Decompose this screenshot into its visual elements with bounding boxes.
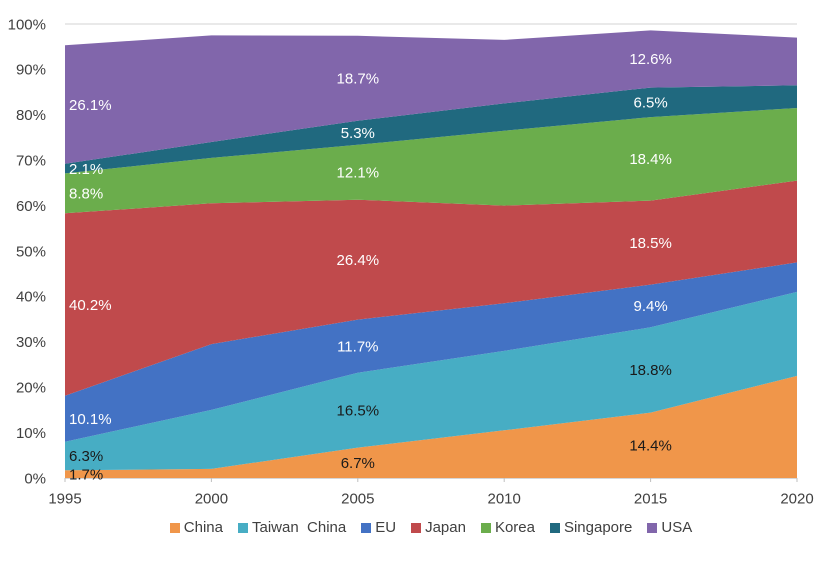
legend-label: EU: [375, 519, 397, 536]
legend-item-japan: Japan: [411, 519, 466, 537]
legend-swatch-icon: [549, 523, 560, 533]
y-axis-tick-label: 90%: [16, 62, 46, 79]
y-axis-tick-label: 30%: [16, 334, 46, 351]
legend-label: Korea: [494, 519, 535, 536]
area-taiwan-china: [65, 291, 797, 471]
value-label-singapore-2015: 6.5%: [633, 95, 667, 112]
value-label-korea-2005: 12.1%: [337, 164, 380, 181]
legend-swatch-icon: [411, 523, 422, 533]
legend-label: Singapore: [563, 519, 633, 536]
legend: China Taiwan China EU Japan Korea Singapore US…: [65, 517, 797, 539]
legend-item-korea: Korea: [480, 519, 535, 537]
y-axis-tick-label: 20%: [16, 379, 46, 396]
y-axis-tick-label: 80%: [16, 107, 46, 124]
value-label-taiwan-china-1995: 6.3%: [69, 448, 103, 465]
x-axis-tick-label: 2020: [780, 490, 813, 507]
legend-label: Taiwan China: [252, 519, 347, 536]
value-label-china-2005: 6.7%: [341, 455, 375, 472]
value-label-korea-2015: 18.4%: [629, 151, 672, 168]
value-label-usa-2005: 18.7%: [337, 71, 380, 88]
value-label-korea-1995: 8.8%: [69, 186, 103, 203]
value-label-japan-2015: 18.5%: [629, 235, 672, 252]
x-axis-tick-label: 1995: [48, 490, 81, 507]
value-label-usa-1995: 26.1%: [69, 97, 112, 114]
y-axis-tick-label: 70%: [16, 152, 46, 169]
area-china: [65, 375, 797, 478]
legend-item-taiwan-china: Taiwan China: [238, 519, 346, 537]
legend-item-eu: EU: [361, 519, 396, 537]
value-label-china-1995: 1.7%: [69, 466, 103, 483]
legend-swatch-icon: [238, 523, 248, 533]
value-label-usa-2015: 12.6%: [629, 51, 672, 68]
x-axis-tick-label: 2000: [195, 490, 228, 507]
x-axis-tick-label: 2010: [488, 490, 521, 507]
value-label-taiwan-china-2015: 18.8%: [629, 362, 672, 379]
y-axis-tick-label: 0%: [24, 470, 46, 487]
x-axis-tick-label: 2015: [634, 490, 667, 507]
legend-label: USA: [661, 519, 693, 536]
legend-label: Japan: [425, 519, 466, 536]
value-label-singapore-1995: 2.1%: [69, 161, 103, 178]
y-axis-tick-label: 50%: [16, 243, 46, 260]
legend-item-china: China: [169, 519, 223, 537]
legend-item-usa: USA: [647, 519, 692, 537]
value-label-eu-2015: 9.4%: [633, 298, 667, 315]
value-label-japan-1995: 40.2%: [69, 297, 112, 314]
area-japan: [65, 180, 797, 396]
x-axis-tick-label: 2005: [341, 490, 374, 507]
value-label-china-2015: 14.4%: [629, 438, 672, 455]
legend-swatch-icon: [361, 523, 372, 533]
area-usa: [65, 30, 797, 164]
y-axis-tick-label: 60%: [16, 198, 46, 215]
legend-label: China: [183, 519, 223, 536]
y-axis-tick-label: 100%: [8, 16, 46, 33]
value-label-eu-2005: 11.7%: [337, 338, 378, 355]
area-singapore: [65, 85, 797, 174]
legend-swatch-icon: [169, 523, 180, 533]
legend-item-singapore: Singapore: [549, 519, 633, 537]
value-label-taiwan-china-2005: 16.5%: [337, 402, 380, 419]
value-label-eu-1995: 10.1%: [69, 411, 112, 428]
legend-swatch-icon: [647, 523, 658, 533]
area-korea: [65, 108, 797, 214]
y-axis-tick-label: 40%: [16, 289, 46, 306]
value-label-japan-2005: 26.4%: [337, 252, 380, 269]
legend-swatch-icon: [480, 523, 491, 533]
area-eu: [65, 262, 797, 442]
value-label-singapore-2005: 5.3%: [341, 125, 375, 142]
y-axis-tick-label: 10%: [16, 425, 46, 442]
